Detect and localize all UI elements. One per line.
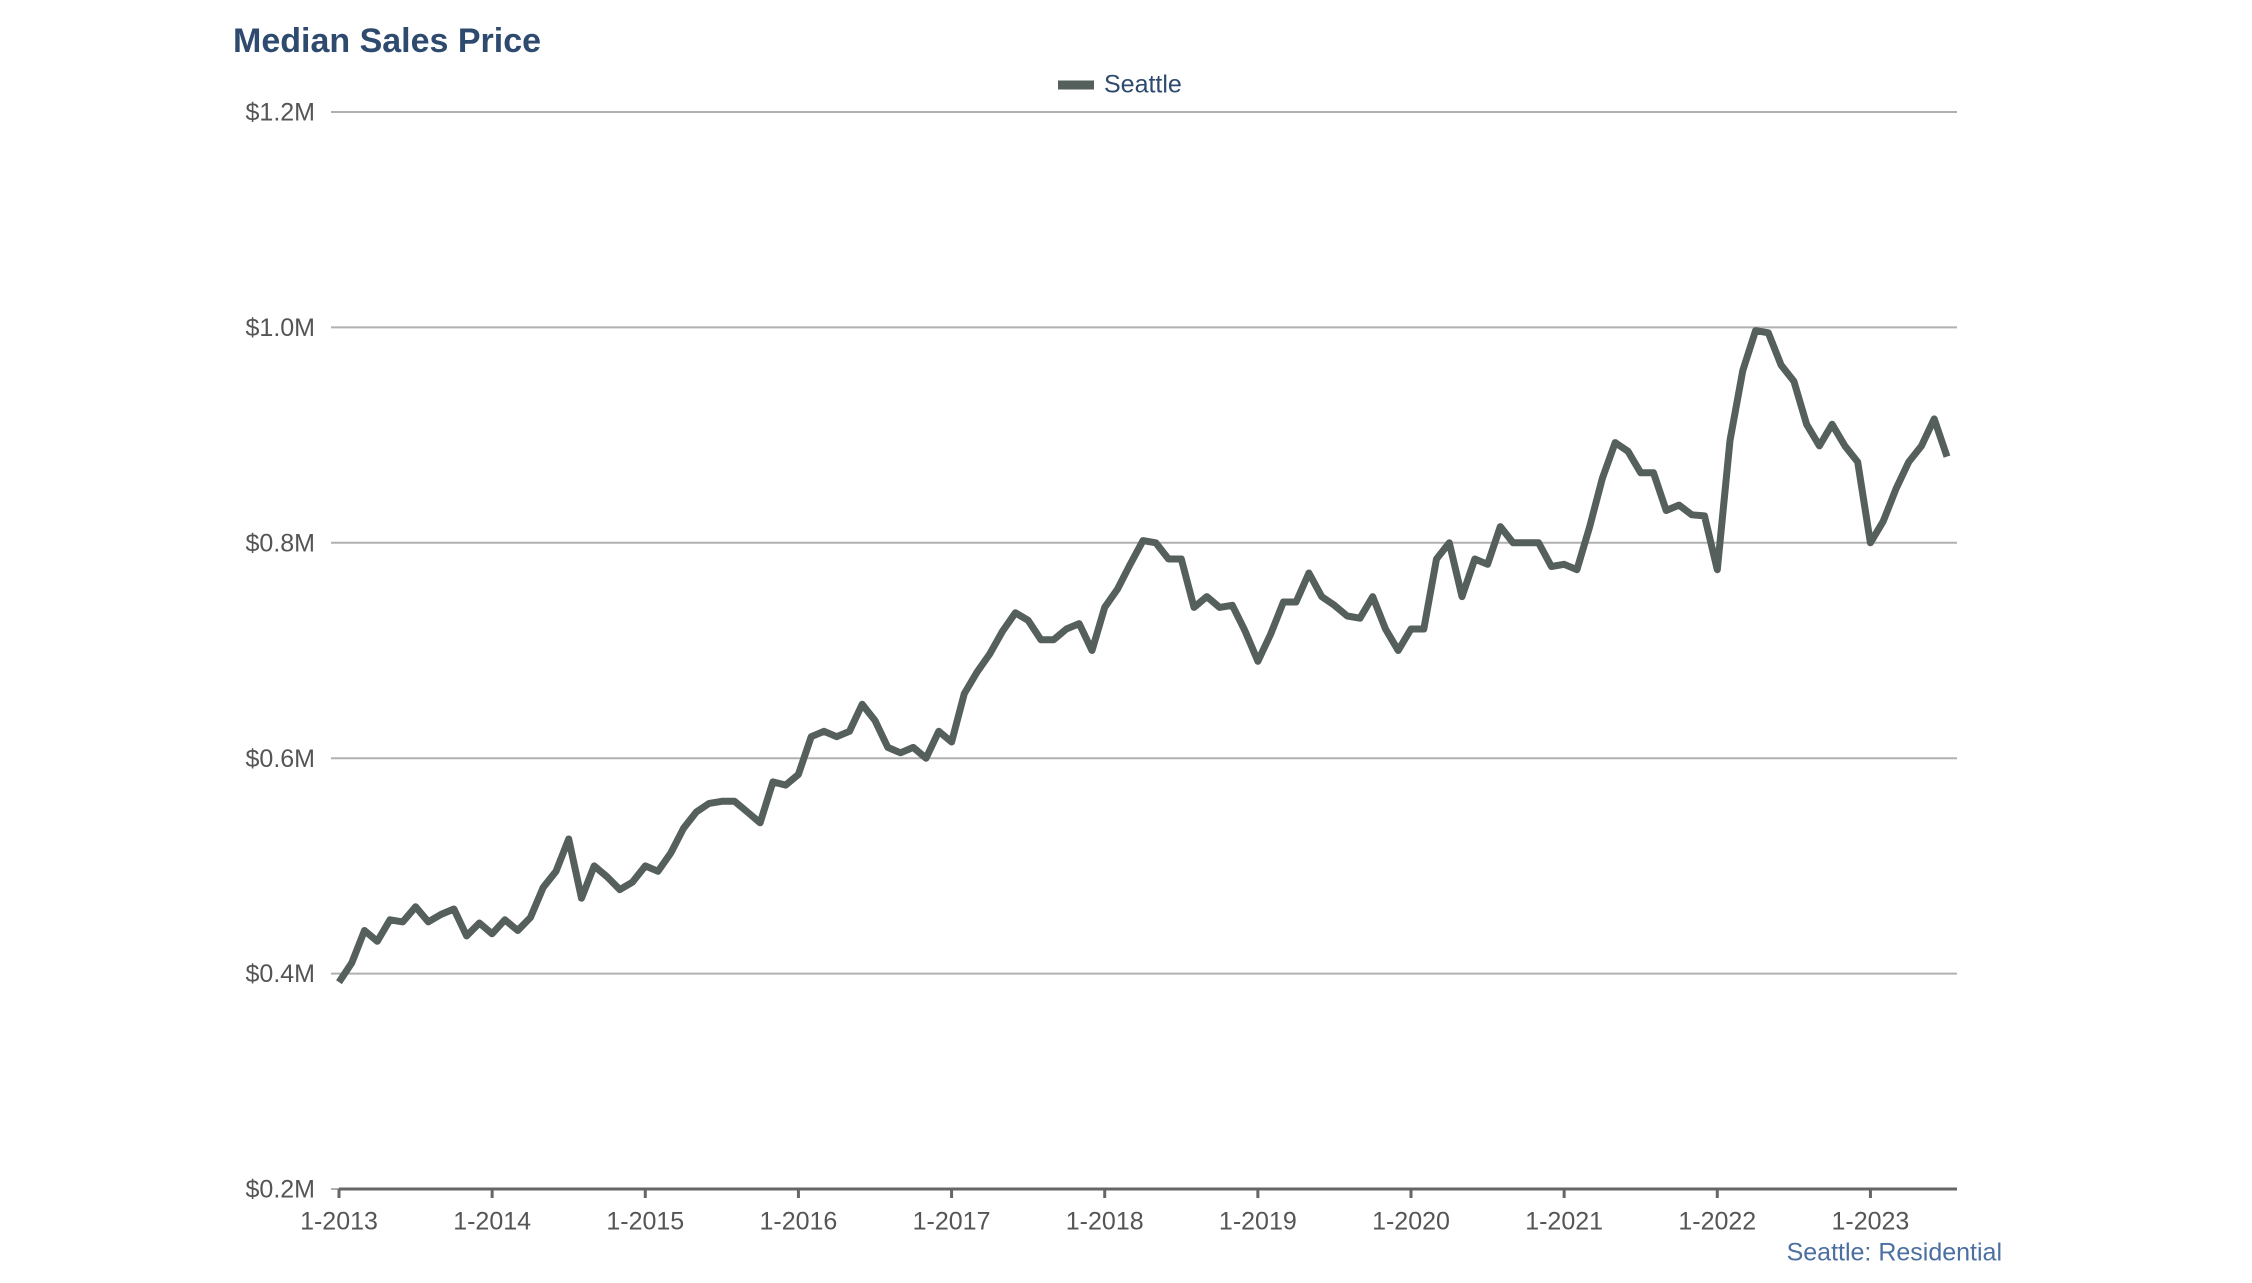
source-label: Seattle: Residential: [1787, 1239, 2002, 1267]
y-tick-label: $1.0M: [246, 314, 315, 342]
y-tick-label: $0.8M: [246, 529, 315, 557]
x-tick-label: 1-2020: [1372, 1208, 1450, 1236]
y-tick-label: $0.4M: [246, 960, 315, 988]
legend-label: Seattle: [1104, 71, 1182, 99]
x-tick-label: 1-2018: [1066, 1208, 1144, 1236]
y-tick-label: $1.2M: [246, 99, 315, 127]
x-tick-label: 1-2022: [1678, 1208, 1756, 1236]
x-tick-label: 1-2023: [1831, 1208, 1909, 1236]
x-tick-label: 1-2021: [1525, 1208, 1603, 1236]
chart-title: Median Sales Price: [233, 22, 541, 60]
x-tick-label: 1-2017: [913, 1208, 991, 1236]
x-tick-label: 1-2016: [759, 1208, 837, 1236]
y-tick-label: $0.6M: [246, 745, 315, 773]
x-tick-label: 1-2015: [606, 1208, 684, 1236]
x-tick-label: 1-2013: [300, 1208, 378, 1236]
y-tick-label: $0.2M: [246, 1176, 315, 1204]
data-line: [336, 327, 1951, 985]
x-tick-label: 1-2019: [1219, 1208, 1297, 1236]
x-tick-label: 1-2014: [453, 1208, 531, 1236]
